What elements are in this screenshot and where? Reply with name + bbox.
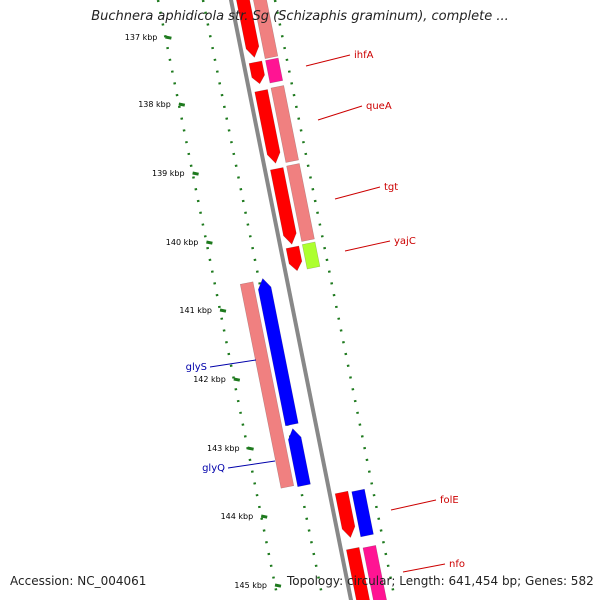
- gene-leader-line: [390, 499, 437, 511]
- gene-leader-line: [305, 54, 351, 67]
- accession-text: Accession: NC_004061: [10, 574, 147, 588]
- cds-forward-queA-shape: [254, 89, 281, 164]
- gene-leader-line: [227, 460, 276, 469]
- gene-bar-tgt-shape: [286, 163, 315, 242]
- tick-label: 137 kbp: [125, 33, 158, 42]
- cds-forward: [248, 60, 265, 85]
- gene-bar-nfo: [362, 545, 389, 600]
- gene-bar-nfo-shape: [362, 545, 389, 600]
- tick-label: 141 kbp: [179, 306, 212, 315]
- gene-bar-yajC: [301, 241, 321, 270]
- cds-reverse-glyQ: [288, 428, 311, 488]
- ruler-ticks: 137 kbp 138 kbp 139 kbp 140 kbp 141 kbp 142 k…: [125, 33, 282, 590]
- tick-mark: [247, 446, 254, 451]
- gene-bar-ihfA-shape: [265, 57, 284, 84]
- cds-forward-queA: [254, 89, 281, 164]
- gene-bar-queA-shape: [270, 85, 299, 163]
- backbone-line: [228, 0, 354, 600]
- gene-leader-line: [209, 359, 257, 368]
- cds-forward: [235, 0, 260, 58]
- gene-bar: [252, 0, 279, 59]
- tick-label: 138 kbp: [138, 100, 171, 109]
- gene-leader-line: [317, 105, 363, 121]
- tick-mark: [219, 308, 227, 313]
- gene-bar-folE-shape: [351, 488, 374, 538]
- gene-bar-glyQS-shape: [239, 281, 295, 489]
- gene-bar-folE: [351, 488, 374, 538]
- gene-leader-line: [344, 240, 391, 252]
- tick-label: 140 kbp: [166, 238, 199, 247]
- gene-label-yajC: yajC: [394, 236, 416, 247]
- gene-bar-glyQS: [239, 281, 295, 489]
- cds-forward-folE: [334, 490, 356, 539]
- ruler-dotted-line: [156, 0, 280, 600]
- gene-label-nfo: nfo: [449, 559, 465, 570]
- cds-forward-nfo: [346, 547, 372, 600]
- gene-label-tgt: tgt: [384, 182, 398, 193]
- gene-leader-line: [402, 563, 446, 573]
- tick-mark: [260, 514, 268, 519]
- cds-forward-shape: [235, 0, 260, 58]
- gene-leader-line: [334, 186, 381, 200]
- tick-label: 144 kbp: [221, 512, 254, 521]
- cds-forward-nfo-shape: [346, 547, 372, 600]
- gene-label-queA: queA: [366, 101, 392, 112]
- tick-label: 145 kbp: [234, 581, 267, 590]
- tick-label: 143 kbp: [207, 444, 240, 453]
- tick-mark: [192, 171, 199, 176]
- tick-mark: [233, 377, 241, 382]
- gene-bar-shape: [252, 0, 279, 59]
- gene-bar-ihfA: [265, 57, 284, 84]
- backbone-line: [228, 0, 354, 600]
- gene-features: [235, 0, 389, 600]
- cds-reverse-glyS: [258, 277, 299, 427]
- cds-forward-shape: [248, 60, 265, 85]
- gene-label-ihfA: ihfA: [354, 50, 374, 61]
- gene-label-glyS: glyS: [186, 362, 207, 373]
- cds-forward-tgt-shape: [270, 167, 297, 245]
- cds-forward-yajC: [285, 245, 303, 272]
- cds-reverse-glyS-shape: [258, 277, 299, 427]
- map-title: Buchnera aphidicola str. Sg (Schizaphis …: [91, 9, 509, 24]
- gene-bar-yajC-shape: [301, 241, 321, 270]
- cds-reverse-glyQ-shape: [288, 428, 311, 488]
- gene-bar-tgt: [286, 163, 315, 242]
- cds-forward-folE-shape: [334, 490, 356, 539]
- gene-label-glyQ: glyQ: [202, 463, 225, 474]
- tick-mark: [178, 102, 186, 107]
- cds-forward-yajC-shape: [285, 245, 303, 272]
- summary-text: Topology: circular; Length: 641,454 bp; …: [287, 574, 594, 588]
- gene-labels: ihfA queA tgt yajC glyS glyQ folE nfo: [186, 50, 465, 573]
- tick-mark: [206, 240, 213, 245]
- gene-bar-queA: [270, 85, 299, 163]
- gene-label-folE: folE: [440, 495, 459, 506]
- tick-label: 139 kbp: [152, 169, 185, 178]
- cds-forward-tgt: [270, 167, 297, 245]
- tick-label: 142 kbp: [193, 375, 226, 384]
- tick-mark: [165, 35, 172, 40]
- tick-mark: [274, 583, 282, 588]
